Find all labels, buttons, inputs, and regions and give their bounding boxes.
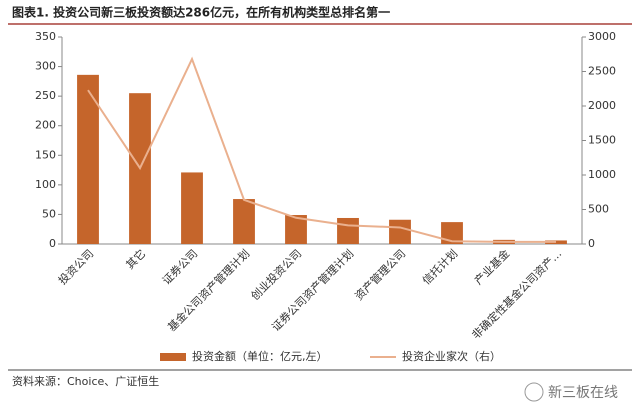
bar (181, 172, 203, 244)
watermark-icon (524, 382, 544, 402)
line (87, 56, 556, 243)
legend-swatch (160, 353, 186, 361)
y-tick-label: 150 (35, 148, 56, 161)
x-tick-label: 投资公司 (55, 246, 96, 287)
y2-tick-label: 1000 (588, 168, 616, 181)
x-tick-label: 创业投资公司 (248, 246, 305, 303)
y2-tick-label: 1500 (588, 134, 616, 147)
chart-title: 图表1. 投资公司新三板投资额达286亿元，在所有机构类型总排名第一 (12, 5, 390, 20)
x-tick-label: 资产管理公司 (352, 246, 409, 303)
y2-tick-label: 3000 (588, 30, 616, 43)
y2-tick-label: 0 (588, 237, 595, 250)
legend-label: 投资金额（单位：亿元,左） (192, 349, 328, 363)
source: 资料来源：Choice、广证恒生 (12, 374, 159, 388)
x-tick-label: 非确定性基金公司资产… (469, 246, 564, 341)
y2-tick-label: 500 (588, 203, 609, 216)
y2-tick-label: 2000 (588, 99, 616, 112)
bar (233, 199, 255, 244)
bar (337, 217, 359, 244)
bar (285, 215, 307, 244)
y-tick-label: 0 (49, 237, 56, 250)
x-tick-label: 其它 (123, 246, 148, 271)
watermark: 新三板在线 (548, 385, 618, 401)
legend-label: 投资企业家次（右） (402, 349, 501, 363)
y-tick-label: 300 (35, 60, 56, 73)
y2-tick-label: 2500 (588, 65, 616, 78)
y-tick-label: 200 (35, 119, 56, 132)
x-tick-label: 产业基金 (471, 246, 512, 287)
x-tick-label: 信托计划 (419, 246, 460, 287)
y-tick-label: 250 (35, 89, 56, 102)
y-tick-label: 100 (35, 178, 56, 191)
y-tick-label: 350 (35, 30, 56, 43)
bar (389, 219, 411, 244)
x-tick-label: 证券公司 (159, 246, 200, 287)
bar (77, 74, 99, 244)
y-tick-label: 50 (42, 207, 56, 220)
bar (441, 222, 463, 244)
